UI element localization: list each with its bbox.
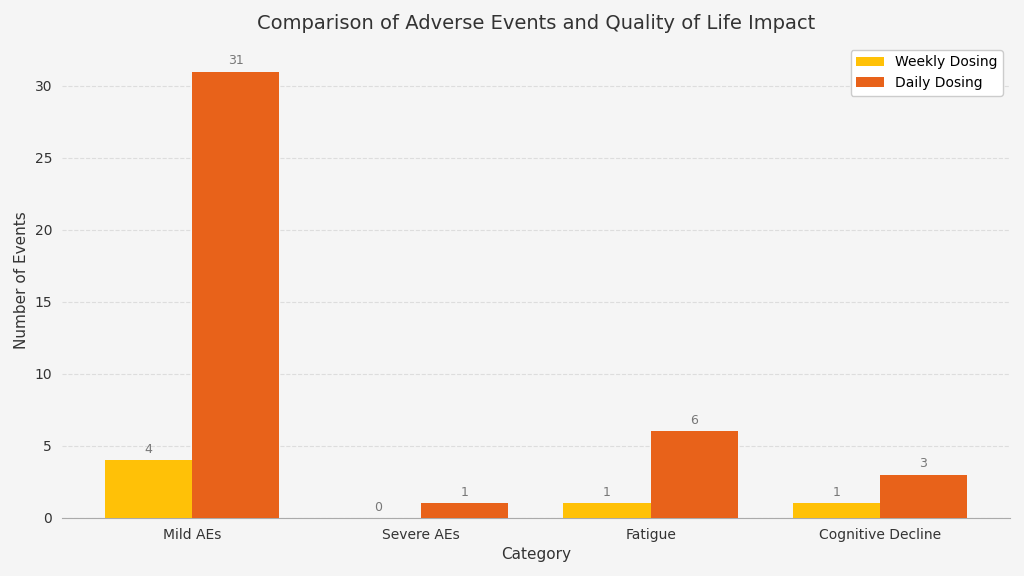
Text: 1: 1 <box>461 486 469 499</box>
Text: 3: 3 <box>920 457 928 471</box>
Bar <box>193 71 280 518</box>
Legend: Weekly Dosing, Daily Dosing: Weekly Dosing, Daily Dosing <box>851 50 1004 96</box>
Y-axis label: Number of Events: Number of Events <box>14 211 29 349</box>
Bar <box>793 503 880 518</box>
Bar <box>880 475 967 518</box>
Bar <box>421 503 509 518</box>
Text: 6: 6 <box>690 414 698 427</box>
X-axis label: Category: Category <box>501 547 571 562</box>
Bar <box>650 431 737 518</box>
Text: 1: 1 <box>833 486 841 499</box>
Bar <box>563 503 650 518</box>
Title: Comparison of Adverse Events and Quality of Life Impact: Comparison of Adverse Events and Quality… <box>257 14 815 33</box>
Text: 4: 4 <box>144 443 153 456</box>
Text: 1: 1 <box>603 486 611 499</box>
Text: 31: 31 <box>227 54 244 67</box>
Text: 0: 0 <box>374 501 382 514</box>
Bar <box>104 460 193 518</box>
